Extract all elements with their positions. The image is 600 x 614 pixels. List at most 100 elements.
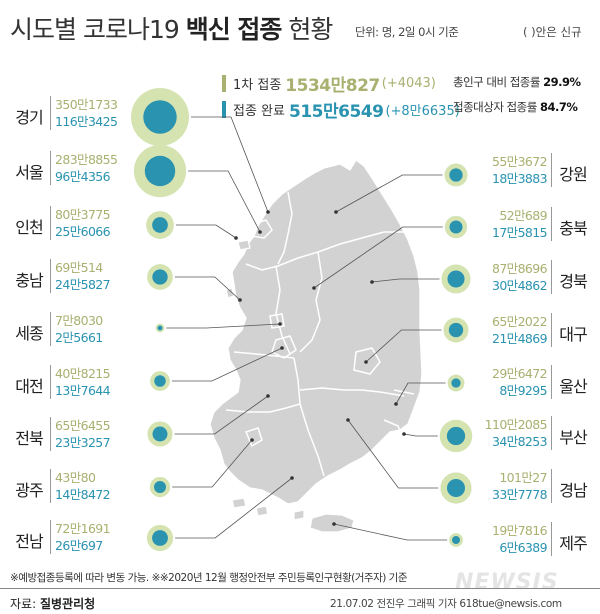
province-name: 충남	[15, 271, 43, 290]
leader-dot-left-4	[278, 322, 282, 326]
completed-circle-right-2	[447, 270, 465, 288]
boundary-seoul	[251, 219, 273, 239]
vaccination-circles	[131, 88, 473, 552]
completed-count: 33만7778	[491, 487, 548, 502]
leader-dot-right-1	[312, 286, 316, 290]
province-name: 대구	[559, 325, 587, 344]
leader-line-left-6	[174, 395, 269, 435]
leader-dot-left-3	[238, 298, 242, 302]
boundary-chungbuk-gyeongbuk	[299, 251, 323, 353]
completed-count: 21만4869	[491, 331, 548, 346]
province-name: 경기	[15, 108, 43, 127]
south-island-3	[293, 509, 305, 521]
leader-dot-left-6	[266, 394, 270, 398]
first-dose-delta: (+4043)	[381, 75, 436, 91]
leader-line-right-1	[313, 226, 443, 289]
boundary-chungnam-chungbuk	[275, 265, 291, 355]
province-values: 43만80 14만8472	[50, 469, 141, 503]
source: 자료: 질병관리청	[10, 595, 95, 612]
completed-count: 2만5661	[55, 330, 103, 345]
leader-dot-left-5	[280, 346, 284, 350]
province-name: 강원	[559, 165, 587, 184]
boundary-sejong	[269, 313, 285, 329]
title-part-3: 현황	[281, 15, 333, 44]
province-name: 인천	[15, 218, 43, 237]
province-values: 65만2022 21만4869	[461, 313, 552, 347]
completed-circle-right-6	[446, 478, 466, 498]
province-name: 광주	[15, 481, 43, 500]
leader-line-right-3	[365, 329, 442, 363]
completed-circle-left-1	[144, 155, 176, 187]
first-dose-count: 40만8215	[55, 366, 111, 381]
leader-line-right-6	[347, 419, 439, 489]
completed-circle-left-2	[152, 217, 168, 233]
leader-dot-left-1	[258, 230, 262, 234]
province-values: 7만8030 2만5661	[50, 312, 141, 346]
province-values: 110만2085 34만8253	[461, 416, 552, 450]
footer-divider	[0, 588, 600, 589]
first-dose-bar	[222, 74, 226, 92]
leader-dot-right-2	[370, 280, 374, 284]
province-values: 69만514 24만5827	[50, 259, 141, 293]
leader-line-left-0	[191, 116, 269, 213]
total-rate-row: 총인구 대비 접종률 29.9%	[453, 72, 581, 97]
first-dose-value: 1534만827	[285, 75, 380, 96]
first-dose-count: 72만1691	[55, 521, 111, 536]
title-emphasis: 백신 접종	[185, 15, 283, 44]
target-rate-row: 접종대상자 접종률 84.7%	[453, 97, 581, 122]
boundary-daegu	[353, 347, 381, 375]
first-dose-count: 87만8696	[491, 261, 548, 276]
province-values: 87만8696 30만4862	[461, 260, 552, 294]
first-dose-count: 110만2085	[484, 417, 548, 432]
first-dose-count: 80만3775	[55, 207, 111, 222]
province-values: 350만1733 116만3425	[50, 96, 141, 130]
completed-circle-right-0	[449, 168, 463, 182]
first-dose-label: 1차 접종	[233, 77, 282, 93]
map-land	[209, 159, 423, 533]
completed-count: 17만5815	[491, 225, 548, 240]
target-rate-label: 접종대상자 접종률	[453, 100, 537, 114]
completed-circle-right-7	[452, 536, 460, 544]
completed-count: 8만9295	[499, 383, 547, 398]
boundary-gyeongbuk-gyeongnam	[299, 387, 405, 397]
province-label-gyeongbuk: 87만8696 30만4862 경북	[462, 257, 594, 303]
source-value: 질병관리청	[39, 597, 96, 611]
watermark: NEWSIS	[455, 570, 559, 595]
first-dose-count: 43만80	[55, 470, 96, 485]
completed-circle-left-5	[154, 375, 166, 387]
completed-circle-right-1	[449, 220, 463, 234]
province-values: 283만8855 96만4356	[50, 151, 141, 185]
province-name: 세종	[15, 324, 43, 343]
leader-dot-right-7	[332, 522, 336, 526]
completed-count: 116만3425	[55, 114, 118, 129]
province-values: 52만689 17만5815	[461, 207, 552, 241]
province-label-gangwon: 55만3672 18만3883 강원	[462, 150, 594, 196]
province-values: 65만6455 23만3257	[50, 417, 141, 451]
first-dose-count: 101만27	[499, 470, 547, 485]
first-dose-count: 52만689	[499, 208, 547, 223]
boundary-ulsan	[393, 389, 415, 395]
completed-circle-left-7	[154, 481, 166, 493]
province-name: 서울	[15, 163, 43, 182]
province-name: 전북	[15, 429, 43, 448]
completed-circle-left-8	[152, 530, 168, 546]
province-label-chungbuk: 52만689 17만5815 충북	[462, 204, 594, 250]
title-part-1: 시도별 코로나19	[10, 15, 186, 44]
leader-line-left-5	[171, 347, 283, 382]
source-label: 자료:	[10, 597, 37, 611]
paren-note: ( )안은 신규	[523, 25, 582, 39]
chart-title: 시도별 코로나19 백신 접종 현황	[10, 10, 333, 46]
province-label-ulsan: 29만6472 8만9295 울산	[462, 362, 594, 408]
boundary-daejeon	[271, 335, 297, 359]
summary-box: 1차 접종 1534만827 (+4043) 접종 완료 515만6549 (+…	[222, 70, 460, 122]
total-rate-value: 29.9%	[543, 75, 581, 89]
province-label-daegu: 65만2022 21만4869 대구	[462, 310, 594, 356]
boundary-jeonbuk-jeonnam	[225, 403, 301, 413]
total-rate-label: 총인구 대비 접종률	[453, 75, 540, 89]
leader-line-right-7	[333, 523, 448, 541]
province-values: 19만7816 6만6389	[461, 522, 552, 556]
leader-line-right-4	[395, 382, 446, 405]
completed-circle-right-5	[446, 426, 466, 446]
completed-row: 접종 완료 515만6549 (+8만6635)	[222, 96, 460, 122]
first-dose-count: 55만3672	[491, 154, 548, 169]
